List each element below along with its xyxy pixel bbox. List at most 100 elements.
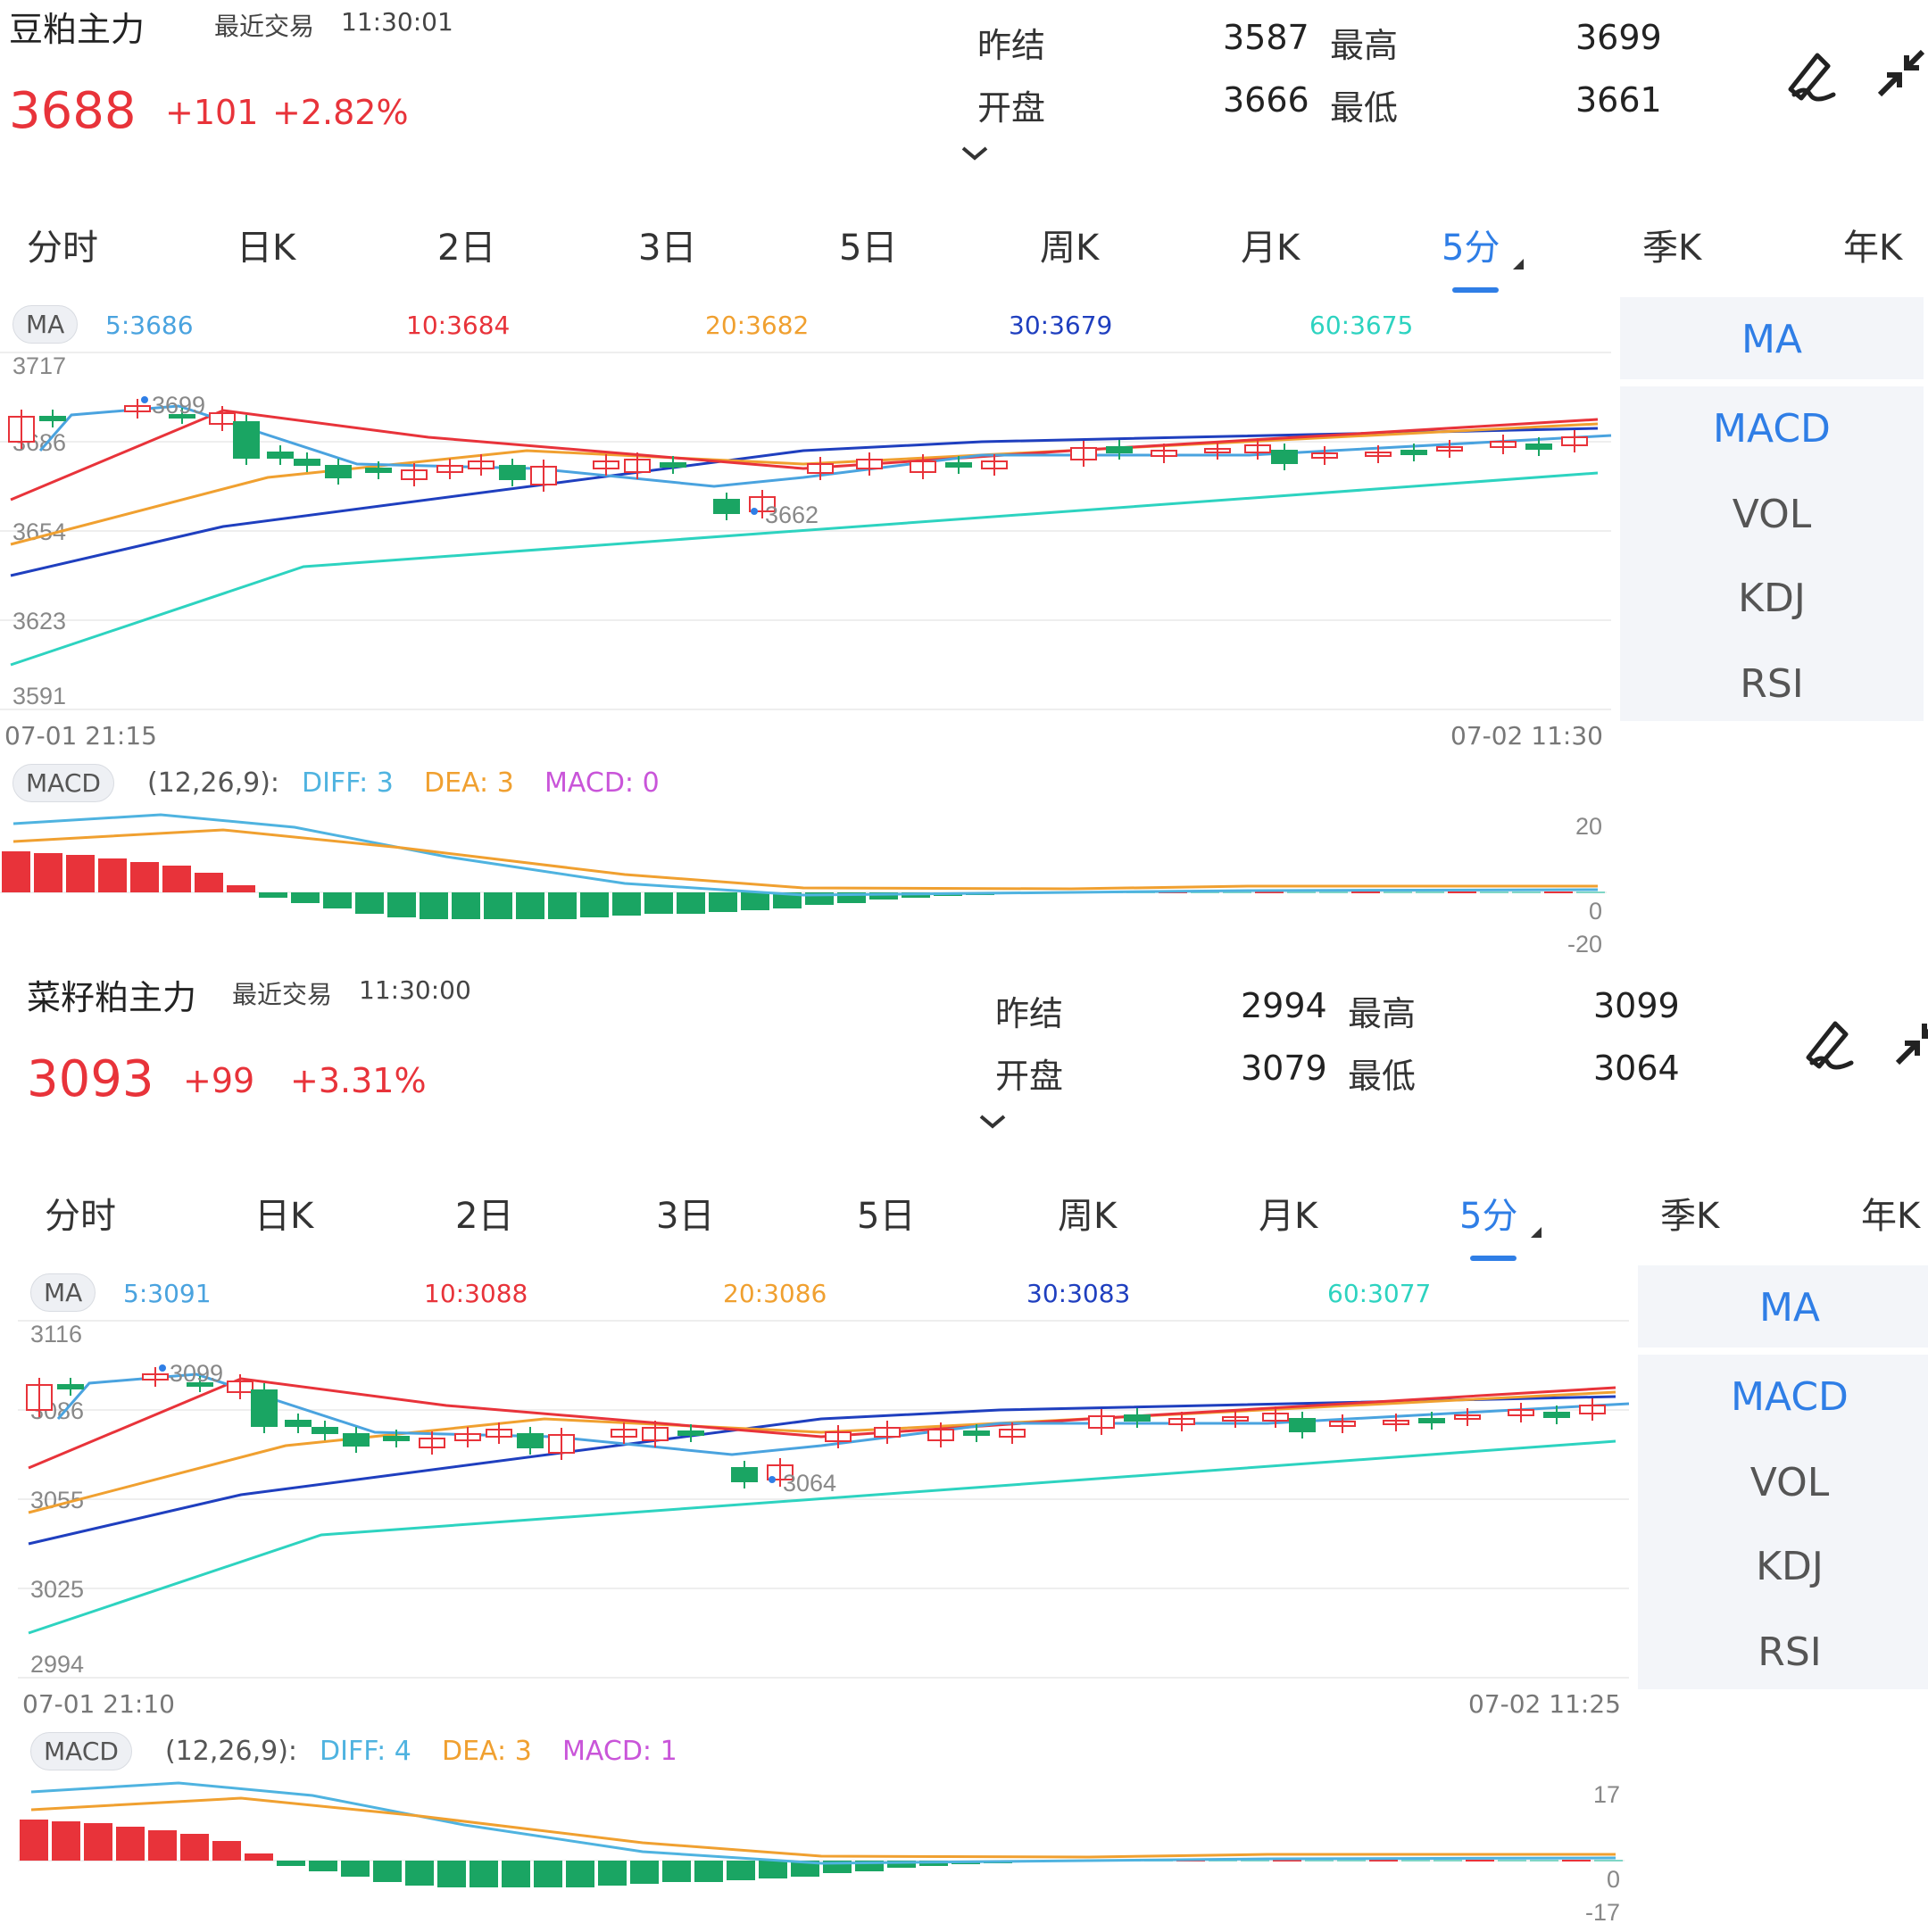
last-price: 3093 <box>27 1050 154 1108</box>
indicator-kdj[interactable]: KDJ <box>1756 1544 1824 1589</box>
tab-6[interactable]: 月K <box>1259 1196 1318 1237</box>
macd-bar <box>694 1861 723 1882</box>
macd-bar <box>437 1861 466 1887</box>
low-value: 3064 <box>1593 1049 1680 1088</box>
indicator-rsi[interactable]: RSI <box>1758 1629 1822 1675</box>
macd-bar <box>548 892 577 919</box>
macd-axis-label: 0 <box>1589 898 1602 925</box>
futures-panel-rapeseed-meal: 菜籽粕主力 最近交易 11:30:00 3093 +99 +3.31% 昨结 2… <box>18 968 1928 1932</box>
high-value: 3699 <box>1575 18 1662 57</box>
high-marker <box>141 396 148 403</box>
tab-0[interactable]: 分时 <box>45 1196 116 1237</box>
macd-bar <box>791 1861 819 1877</box>
indicator-vol[interactable]: VOL <box>1732 492 1812 537</box>
tab-6[interactable]: 月K <box>1241 228 1301 269</box>
macd-bar <box>484 892 512 919</box>
low-marker-label: 3662 <box>765 502 819 528</box>
indicator-rsi[interactable]: RSI <box>1740 661 1804 707</box>
last-trade-time: 11:30:01 <box>341 7 453 37</box>
tab-9[interactable]: 年K <box>1861 1196 1921 1237</box>
tab-0[interactable]: 分时 <box>27 228 98 269</box>
pen-draw-icon[interactable] <box>1782 43 1841 102</box>
tab-4[interactable]: 5日 <box>857 1196 916 1237</box>
macd-bar <box>212 1841 241 1861</box>
open-value: 3666 <box>1223 80 1309 120</box>
macd-params: (12,26,9): <box>147 767 280 799</box>
indicator-sidebar: MA MACD VOL KDJ RSI <box>1638 1265 1928 1689</box>
tab-2[interactable]: 2日 <box>437 228 496 269</box>
moving-average-line <box>10 471 1599 667</box>
macd-bar <box>245 1853 273 1861</box>
ma30-value: 30:3083 <box>1026 1279 1131 1308</box>
indicator-vol[interactable]: VOL <box>1749 1460 1830 1505</box>
macd-bar <box>84 1823 112 1861</box>
chevron-down-icon[interactable] <box>960 145 990 162</box>
tab-1[interactable]: 日K <box>237 228 296 269</box>
tab-2[interactable]: 2日 <box>455 1196 514 1237</box>
indicator-ma[interactable]: MA <box>1741 317 1803 362</box>
macd-axis-label: -20 <box>1567 931 1602 958</box>
macd-chart[interactable]: 17 0 -17 <box>18 1776 1633 1928</box>
ma5-value: 5:3091 <box>123 1279 212 1308</box>
ma-chip[interactable]: MA <box>12 305 79 344</box>
macd-bar <box>405 1861 434 1886</box>
macd-chip[interactable]: MACD <box>30 1732 132 1770</box>
macd-bar <box>709 892 737 912</box>
tab-8[interactable]: 季K <box>1660 1196 1720 1237</box>
macd-bar <box>195 873 223 892</box>
macd-bar <box>130 862 159 892</box>
collapse-arrows-icon[interactable] <box>1874 46 1928 100</box>
tab-1[interactable]: 日K <box>254 1196 314 1237</box>
ma10-value: 10:3088 <box>424 1279 528 1308</box>
macd-bar <box>1369 1860 1398 1862</box>
indicator-macd[interactable]: MACD <box>1731 1374 1849 1420</box>
tab-dropdown-icon[interactable] <box>1531 1227 1542 1238</box>
tab-9[interactable]: 年K <box>1843 228 1903 269</box>
ma-chip[interactable]: MA <box>30 1273 96 1312</box>
tab-5[interactable]: 周K <box>1058 1196 1118 1237</box>
macd-bar <box>470 1861 498 1887</box>
macd-bar <box>644 892 673 914</box>
tab-dropdown-icon[interactable] <box>1513 259 1524 269</box>
macd-bar <box>309 1861 337 1871</box>
ma30-value: 30:3679 <box>1009 311 1113 340</box>
macd-bar <box>1466 1860 1494 1862</box>
indicator-kdj[interactable]: KDJ <box>1738 576 1806 621</box>
tab-3[interactable]: 3日 <box>656 1196 715 1237</box>
tab-7[interactable]: 5分 <box>1442 228 1500 269</box>
macd-axis-label: 17 <box>1593 1781 1620 1808</box>
high-marker-label: 3699 <box>152 392 205 419</box>
tab-7[interactable]: 5分 <box>1459 1196 1518 1237</box>
macd-bar <box>630 1861 659 1884</box>
macd-bar <box>677 892 705 914</box>
macd-bar <box>598 1861 627 1886</box>
high-value: 3099 <box>1593 986 1680 1025</box>
macd-bar <box>1255 891 1284 893</box>
indicator-macd[interactable]: MACD <box>1713 406 1831 452</box>
sidebar-divider <box>1620 379 1924 386</box>
prev-settle-label: 昨结 <box>995 994 1064 1033</box>
tab-3[interactable]: 3日 <box>638 228 697 269</box>
dea-line <box>30 1796 1616 1859</box>
collapse-arrows-icon[interactable] <box>1892 1015 1928 1068</box>
macd-bar <box>323 892 352 908</box>
macd-bar <box>1319 891 1348 893</box>
indicator-ma[interactable]: MA <box>1758 1285 1821 1331</box>
macd-axis-label: 20 <box>1575 813 1602 840</box>
tab-4[interactable]: 5日 <box>839 228 898 269</box>
macd-chip[interactable]: MACD <box>12 764 114 802</box>
high-label: 最高 <box>1348 994 1417 1033</box>
moving-average-line <box>28 1439 1616 1635</box>
macd-axis-label: -17 <box>1585 1899 1620 1926</box>
moving-average-line <box>28 1377 1616 1470</box>
tab-5[interactable]: 周K <box>1040 228 1100 269</box>
tab-8[interactable]: 季K <box>1642 228 1702 269</box>
macd-bar <box>1241 1860 1269 1862</box>
sidebar-divider <box>1638 1347 1928 1355</box>
macd-bar <box>227 885 255 892</box>
chevron-down-icon[interactable] <box>977 1113 1008 1131</box>
pen-draw-icon[interactable] <box>1799 1011 1858 1070</box>
macd-chart[interactable]: 20 0 -20 <box>0 808 1616 959</box>
